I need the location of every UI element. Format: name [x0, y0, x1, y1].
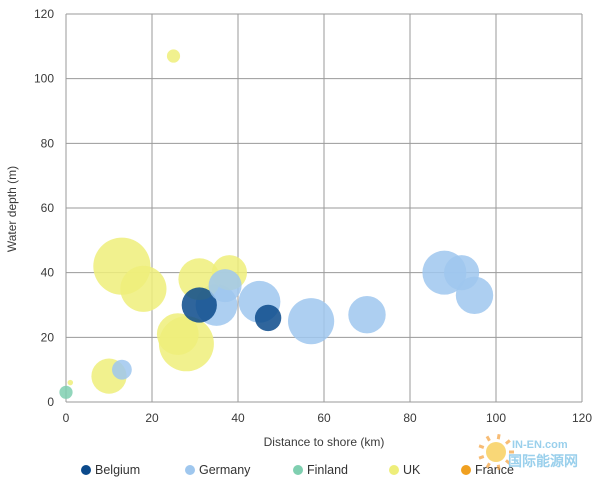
legend: Belgium Germany Finland UK France — [81, 463, 514, 477]
y-axis-label: Water depth (m) — [5, 166, 19, 252]
bubble-uk — [120, 265, 167, 312]
watermark-ray — [504, 459, 511, 465]
watermark-ray — [478, 455, 485, 460]
y-tick-label: 100 — [34, 72, 54, 86]
bubble-uk — [166, 49, 181, 63]
legend-item-germany: Germany — [185, 463, 251, 477]
watermark-ray — [485, 435, 491, 442]
bubble-germany — [208, 269, 242, 303]
bubbles — [59, 49, 494, 399]
bubble-belgium — [181, 287, 217, 323]
x-tick-label: 20 — [145, 411, 159, 425]
legend-swatch — [185, 465, 195, 475]
y-tick-label: 40 — [41, 266, 55, 280]
legend-item-belgium: Belgium — [81, 463, 140, 477]
y-tick-label: 0 — [47, 395, 54, 409]
y-tick-label: 60 — [41, 201, 55, 215]
watermark-ray — [496, 434, 501, 440]
legend-label: Belgium — [95, 463, 140, 477]
bubble-uk — [156, 313, 199, 355]
watermark-ray — [478, 444, 485, 449]
x-tick-label: 40 — [231, 411, 245, 425]
bubble-germany — [348, 296, 386, 334]
y-tick-labels: 0 20 40 60 80 100 120 — [34, 7, 54, 409]
legend-item-france: France — [461, 463, 514, 477]
watermark-sun-icon — [486, 442, 506, 462]
x-tick-label: 80 — [403, 411, 417, 425]
watermark-ray — [485, 462, 491, 469]
bubble-uk — [67, 379, 74, 386]
x-axis-label: Distance to shore (km) — [264, 435, 385, 449]
grid — [65, 13, 583, 403]
legend-swatch — [389, 465, 399, 475]
watermark-text: IN-EN.com — [512, 439, 568, 451]
bubble-belgium — [254, 304, 282, 332]
legend-item-uk: UK — [389, 463, 421, 477]
legend-swatch — [461, 465, 471, 475]
legend-label: UK — [403, 463, 421, 477]
bubble-finland — [59, 385, 73, 399]
legend-item-finland: Finland — [293, 463, 348, 477]
legend-label: France — [475, 463, 514, 477]
x-tick-labels: 0 20 40 60 80 100 120 — [63, 411, 593, 425]
legend-swatch — [293, 465, 303, 475]
bubble-germany — [288, 298, 335, 345]
legend-label: Germany — [199, 463, 251, 477]
watermark-ray — [496, 464, 501, 470]
y-tick-label: 20 — [41, 330, 55, 344]
y-tick-label: 120 — [34, 7, 54, 21]
y-tick-label: 80 — [41, 136, 55, 150]
watermark-ray — [504, 439, 511, 445]
x-tick-label: 60 — [317, 411, 331, 425]
watermark-logo: IN-EN.com 国际能源网 — [478, 434, 578, 470]
legend-label: Finland — [307, 463, 348, 477]
x-tick-label: 100 — [486, 411, 506, 425]
legend-swatch — [81, 465, 91, 475]
watermark-text-cn: 国际能源网 — [508, 453, 578, 469]
bubble-germany — [112, 359, 132, 380]
x-tick-label: 0 — [63, 411, 70, 425]
bubble-germany — [444, 255, 480, 291]
x-tick-label: 120 — [572, 411, 592, 425]
